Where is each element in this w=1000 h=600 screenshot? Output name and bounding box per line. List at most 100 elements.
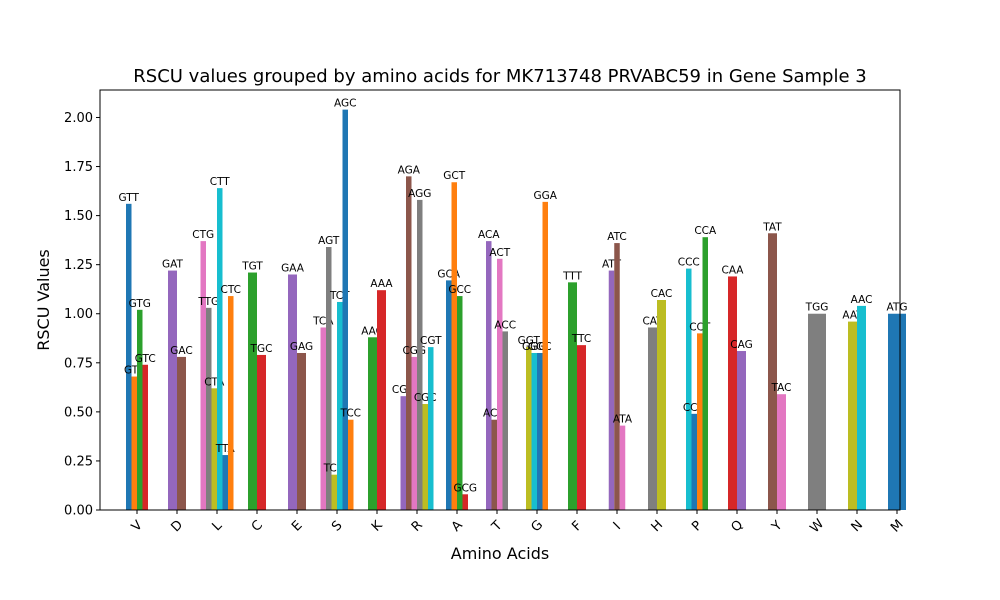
- bar-TAT: [768, 233, 777, 510]
- x-tick-label: I: [611, 520, 624, 533]
- bar-ATA: [619, 425, 626, 510]
- bar-label-TGC: TGC: [250, 343, 273, 355]
- y-tick-label: 0.00: [64, 504, 93, 519]
- y-tick-label: 0.50: [64, 405, 93, 420]
- bar-label-GGC: GGC: [528, 341, 552, 353]
- bar-label-AGG: AGG: [408, 188, 431, 200]
- x-tick-label: Q: [728, 517, 746, 535]
- bar-ATG: [888, 313, 906, 510]
- bar-label-GTC: GTC: [135, 353, 156, 365]
- bar-GGC: [537, 352, 543, 510]
- x-tick-label: L: [209, 518, 225, 534]
- bar-AAA: [377, 290, 386, 510]
- bar-AGA: [406, 176, 412, 510]
- bar-CAA: [728, 276, 737, 510]
- x-tick-label: D: [169, 518, 187, 536]
- bar-CGG: [411, 356, 417, 510]
- bar-GAT: [168, 270, 177, 510]
- bar-label-AGT: AGT: [318, 235, 340, 247]
- bar-label-GAG: GAG: [290, 341, 313, 353]
- y-tick-label: 2.00: [64, 111, 93, 126]
- bar-label-GCT: GCT: [443, 170, 465, 182]
- x-tick-label: Y: [769, 518, 786, 535]
- bar-label-AGC: AGC: [334, 98, 356, 110]
- bar-label-ATA: ATA: [613, 414, 633, 426]
- bar-GGG: [531, 352, 537, 510]
- bar-CTA: [211, 388, 217, 510]
- x-tick-label: F: [569, 518, 585, 534]
- bar-label-TAC: TAC: [771, 382, 792, 394]
- bar-TTT: [568, 282, 577, 510]
- bar-CTG: [200, 241, 206, 510]
- bar-AGG: [417, 199, 423, 510]
- bar-label-GAA: GAA: [281, 262, 305, 274]
- x-tick-label: H: [649, 518, 667, 536]
- x-axis-label: Amino Acids: [451, 544, 549, 563]
- bar-GCG: [462, 494, 468, 510]
- bar-label-GGT: GGT: [518, 335, 541, 347]
- bar-label-ACT: ACT: [489, 247, 510, 259]
- bar-label-TTC: TTC: [571, 333, 591, 345]
- bar-AGT: [326, 247, 332, 510]
- bar-ATT: [608, 270, 615, 510]
- bar-ATC: [614, 243, 620, 510]
- bar-TCC: [348, 419, 354, 510]
- bar-CCG: [691, 413, 697, 510]
- bar-TTG: [206, 307, 212, 510]
- y-tick-label: 0.25: [64, 454, 93, 469]
- bar-label-GCG: GCG: [453, 482, 477, 494]
- x-tick-label: N: [849, 518, 866, 535]
- x-tick-label: P: [689, 518, 705, 534]
- bar-GCA: [446, 280, 452, 510]
- bar-label-CCC: CCC: [678, 257, 700, 269]
- bar-GTT: [126, 203, 132, 510]
- bar-GCT: [451, 182, 457, 511]
- bar-AAC: [857, 305, 866, 510]
- x-tick-label: M: [888, 517, 907, 536]
- bar-TCG: [331, 474, 337, 510]
- bar-GAG: [297, 352, 306, 510]
- x-tick-label: C: [249, 518, 266, 535]
- x-tick-label: G: [528, 517, 546, 535]
- bar-label-GGG: GGG: [522, 341, 546, 353]
- bar-CAT: [648, 327, 657, 510]
- x-tick-label: E: [289, 518, 305, 534]
- bar-CAC: [657, 300, 666, 510]
- bar-label-TTT: TTT: [562, 270, 582, 282]
- y-tick-label: 1.00: [64, 307, 93, 322]
- bar-label-GTT: GTT: [119, 192, 140, 204]
- bar-label-CAG: CAG: [730, 339, 752, 351]
- bar-label-ATG: ATG: [887, 302, 908, 314]
- bar-TTC: [577, 345, 586, 510]
- plot-area: GTTGTAGTGGTCGATGACCTGTTGCTACTTTTACTCTGTT…: [119, 98, 908, 511]
- bar-label-CTT: CTT: [210, 176, 231, 188]
- bar-label-ATC: ATC: [607, 231, 627, 243]
- bar-label-GTG: GTG: [129, 298, 151, 310]
- bar-GAA: [288, 274, 297, 510]
- bar-GTG: [137, 309, 143, 510]
- bar-TCT: [337, 301, 343, 510]
- bar-label-AAC: AAC: [851, 294, 873, 306]
- bar-label-GGA: GGA: [534, 190, 558, 202]
- bar-label-CTG: CTG: [192, 229, 214, 241]
- bar-ACA: [486, 241, 492, 510]
- bar-label-ACC: ACC: [494, 319, 516, 331]
- x-tick-label: S: [329, 518, 345, 534]
- bar-CCA: [702, 237, 708, 510]
- bar-CTT: [217, 188, 223, 510]
- bar-label-AGA: AGA: [398, 164, 421, 176]
- x-tick-label: V: [129, 518, 146, 535]
- bar-label-TCC: TCC: [340, 408, 361, 420]
- bar-label-CGT: CGT: [420, 335, 442, 347]
- bar-label-TGT: TGT: [241, 261, 263, 273]
- x-tick-label: T: [489, 518, 506, 535]
- bar-label-CTC: CTC: [221, 284, 241, 296]
- bar-ACG: [491, 419, 497, 510]
- x-tick-label: K: [369, 518, 386, 535]
- bar-label-GCC: GCC: [448, 284, 471, 296]
- bar-label-GAT: GAT: [162, 259, 184, 271]
- bar-GGT: [526, 347, 532, 510]
- bar-CGT: [428, 347, 434, 510]
